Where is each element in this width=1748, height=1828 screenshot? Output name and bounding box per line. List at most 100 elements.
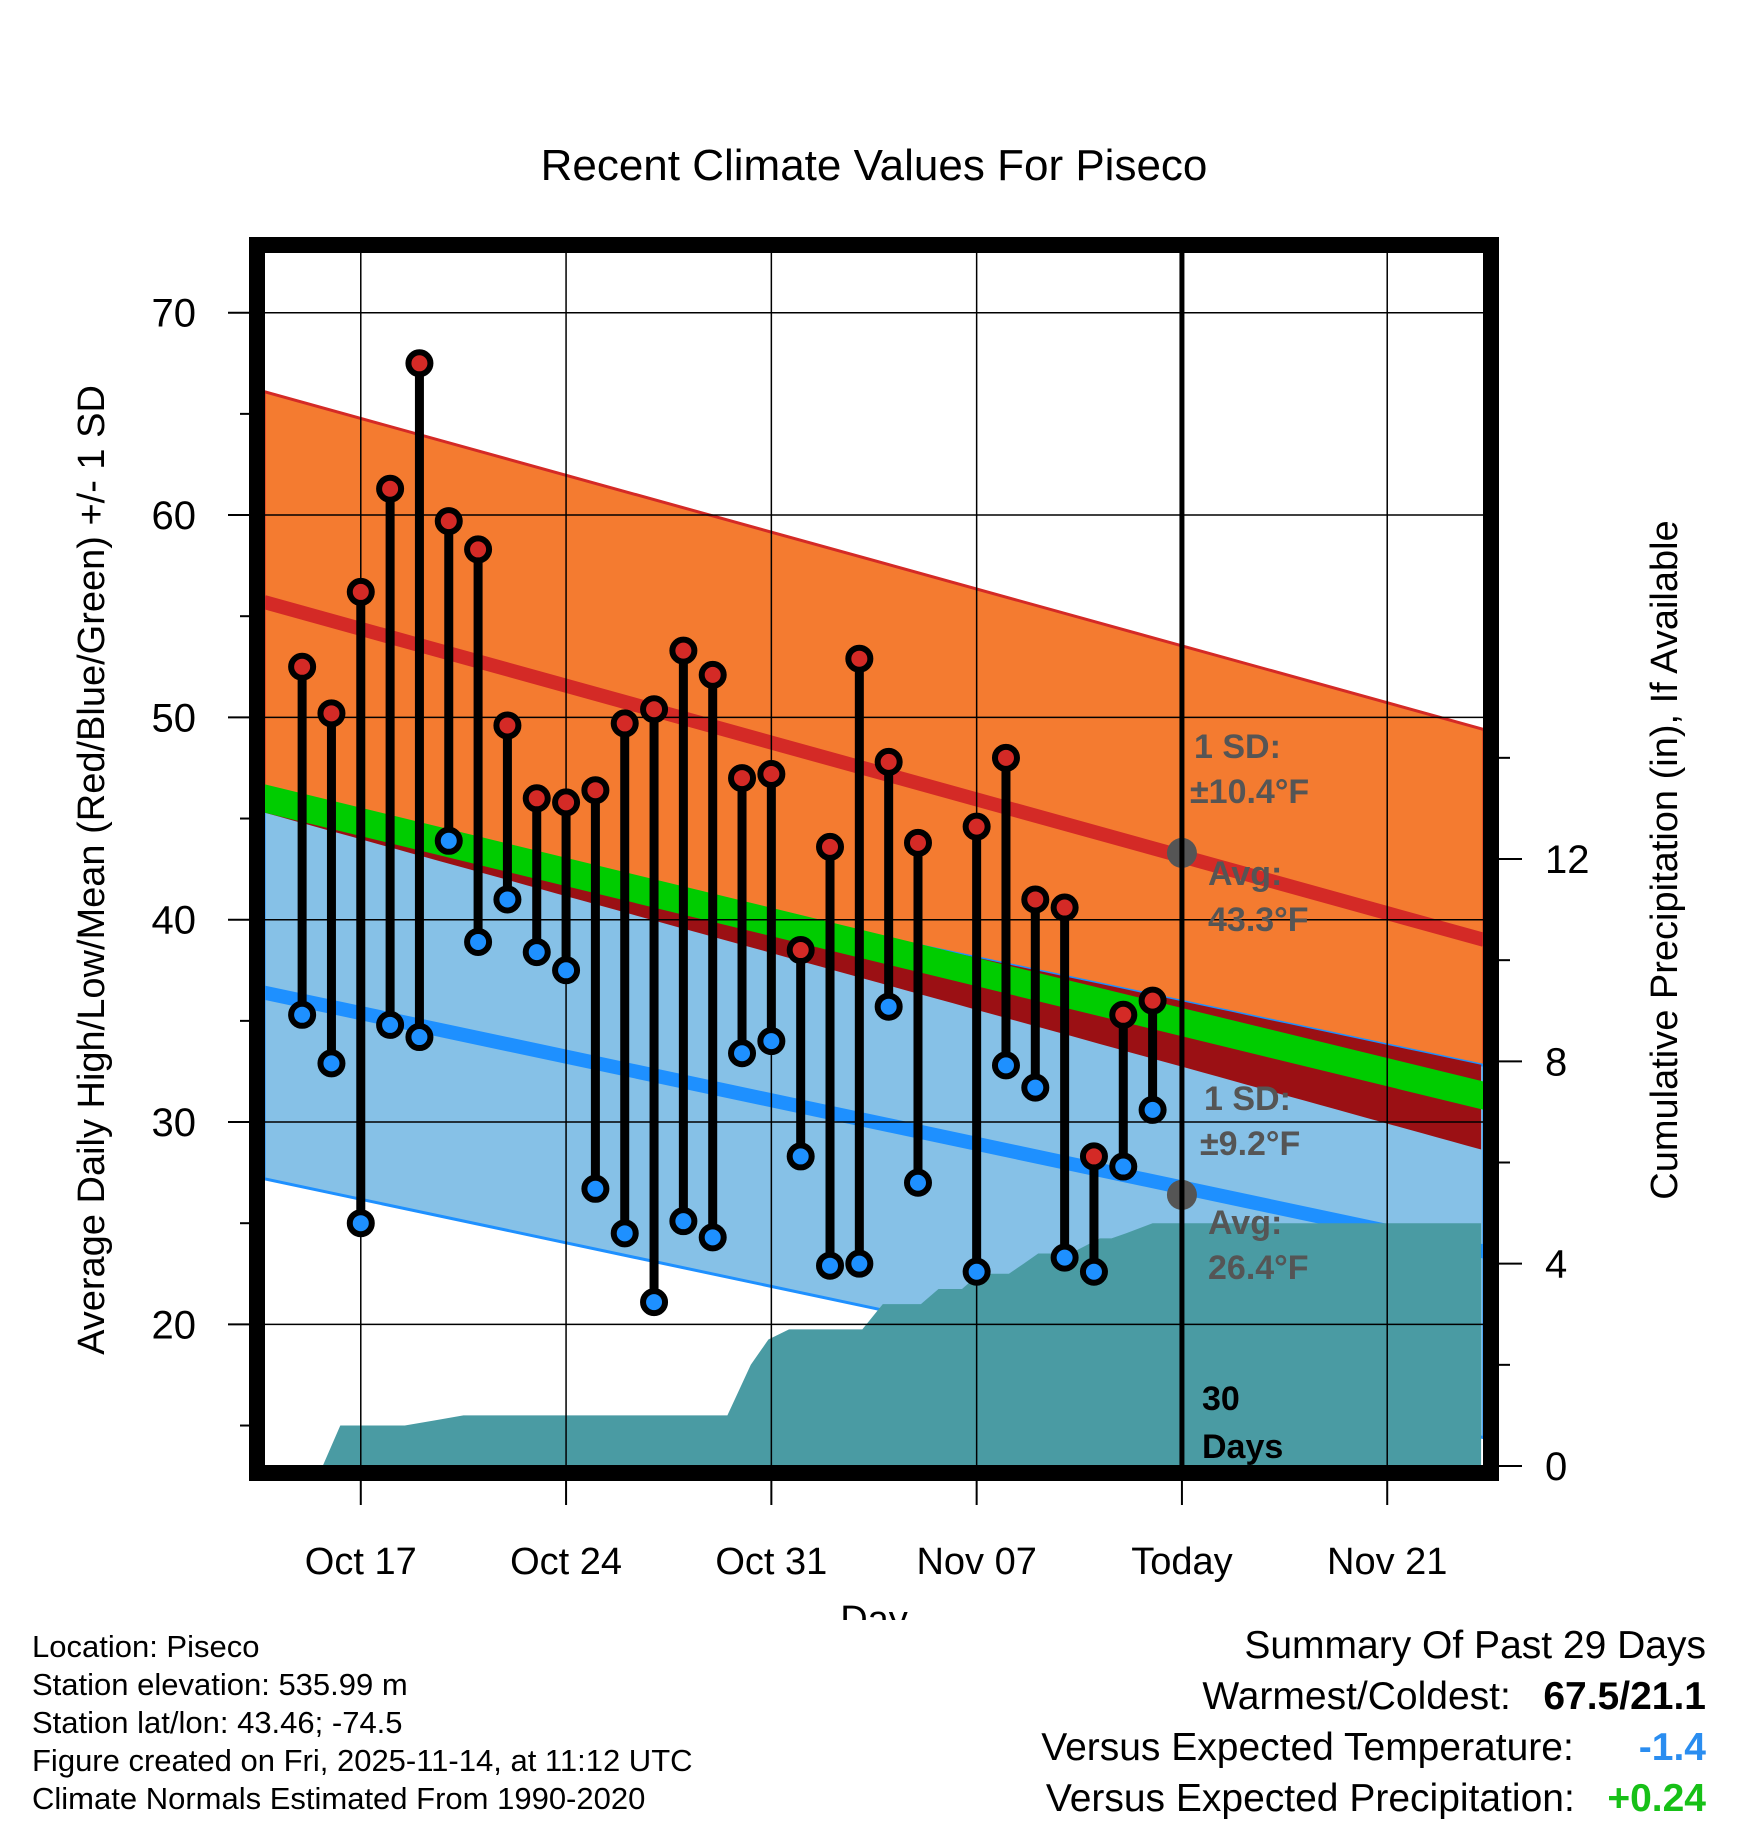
precipitation-area — [322, 1223, 1482, 1466]
y-tick-label: 40 — [152, 899, 197, 943]
temp-label: Versus Expected Temperature: — [1041, 1726, 1574, 1769]
precip-label: Versus Expected Precipitation: — [1045, 1777, 1575, 1820]
y-tick-label: 70 — [152, 292, 197, 336]
high-point — [405, 349, 434, 378]
summary-panel: Summary Of Past 29 Days Warmest/Coldest:… — [1041, 1620, 1706, 1824]
low-point — [581, 1174, 610, 1203]
high-avg-label: Avg: — [1208, 855, 1282, 893]
high-point — [434, 507, 463, 536]
high-sd-label: 1 SD: — [1194, 728, 1281, 766]
high-point — [376, 474, 405, 503]
low-point — [786, 1142, 815, 1171]
high-point — [816, 832, 845, 861]
x-tick-label: Oct 31 — [715, 1541, 827, 1583]
y2-tick-label: 0 — [1545, 1445, 1567, 1489]
y-axis-right: 0 4 8 12 — [1498, 756, 1590, 1489]
x-tick-label: Oct 17 — [305, 1541, 417, 1583]
y-axis-left: 20 30 40 50 60 70 — [152, 292, 250, 1427]
precipitation-cumulative — [322, 1223, 1482, 1466]
warm-cold-value: 67.5/21.1 — [1543, 1675, 1706, 1718]
low-point — [640, 1288, 669, 1317]
y-tick-label: 60 — [152, 494, 197, 538]
high-point — [522, 784, 551, 813]
high-point — [845, 644, 874, 673]
low-point — [903, 1168, 932, 1197]
high-point — [317, 699, 346, 728]
climate-chart: Recent Climate Values For Piseco 1 SD: ±… — [71, 141, 1686, 1620]
low-avg-value: 26.4°F — [1208, 1249, 1309, 1287]
low-point — [757, 1027, 786, 1056]
high-point — [903, 828, 932, 857]
low-point — [405, 1023, 434, 1052]
low-point — [346, 1209, 375, 1238]
low-point — [493, 885, 522, 914]
high-avg-value: 43.3°F — [1208, 901, 1309, 939]
high-point — [552, 788, 581, 817]
y-axis-label: Average Daily High/Low/Mean (Red/Blue/Gr… — [71, 385, 113, 1355]
x-axis: Oct 17 Oct 24 Oct 31 Nov 07 Today Nov 21 — [305, 1481, 1447, 1583]
low-sd-value: ±9.2°F — [1200, 1125, 1300, 1163]
high-point — [288, 652, 317, 681]
y-tick-label: 30 — [152, 1101, 197, 1145]
temp-value: -1.4 — [1638, 1726, 1706, 1769]
low-point — [962, 1257, 991, 1286]
low-point — [464, 927, 493, 956]
location-text: Location: Piseco — [32, 1629, 260, 1664]
precip-value: +0.24 — [1607, 1777, 1706, 1820]
low-point — [1079, 1257, 1108, 1286]
low-point — [317, 1049, 346, 1078]
y-tick-label: 50 — [152, 696, 197, 740]
low-point — [610, 1219, 639, 1248]
high-point — [464, 535, 493, 564]
low-point — [434, 826, 463, 855]
low-point — [522, 938, 551, 967]
high-point — [962, 812, 991, 841]
low-point — [1138, 1095, 1167, 1124]
x-tick-label: Nov 07 — [916, 1541, 1036, 1583]
low-point — [552, 956, 581, 985]
elevation-text: Station elevation: 535.99 m — [32, 1667, 408, 1702]
low-point — [845, 1249, 874, 1278]
low-point — [1109, 1152, 1138, 1181]
high-point — [493, 711, 522, 740]
y2-axis-label: Cumulative Precipitation (in), If Availa… — [1644, 520, 1686, 1199]
low-point — [728, 1039, 757, 1068]
high-point — [698, 660, 727, 689]
high-point — [610, 709, 639, 738]
low-point — [288, 1000, 317, 1029]
high-point — [346, 577, 375, 606]
low-point — [1021, 1073, 1050, 1102]
latlon-text: Station lat/lon: 43.46; -74.5 — [32, 1705, 403, 1740]
days-count: 30 — [1202, 1380, 1240, 1418]
x-tick-label: Nov 21 — [1327, 1541, 1447, 1583]
x-tick-label: Oct 24 — [510, 1541, 622, 1583]
high-point — [1050, 893, 1079, 922]
precip-row: Versus Expected Precipitation: +0.24 — [1041, 1773, 1706, 1824]
plot-frame — [249, 237, 1499, 1481]
y2-tick-label: 8 — [1545, 1040, 1567, 1084]
created-text: Figure created on Fri, 2025-11-14, at 11… — [32, 1743, 693, 1778]
y-tick-label: 20 — [152, 1303, 197, 1347]
high-point — [728, 764, 757, 793]
annotations: 1 SD: ±10.4°F Avg: 43.3°F 1 SD: ±9.2°F A… — [1190, 728, 1309, 1466]
low-point — [874, 992, 903, 1021]
low-point — [816, 1251, 845, 1280]
low-sd-label: 1 SD: — [1204, 1080, 1291, 1118]
daily-data — [288, 349, 1197, 1317]
high-point — [669, 636, 698, 665]
high-average-line — [264, 595, 1484, 947]
y2-tick-label: 12 — [1545, 838, 1590, 882]
low-avg-label: Avg: — [1208, 1204, 1282, 1242]
low-point — [1050, 1243, 1079, 1272]
high-point — [1021, 885, 1050, 914]
warm-cold-row: Warmest/Coldest: 67.5/21.1 — [1041, 1671, 1706, 1722]
low-point — [698, 1223, 727, 1252]
warm-cold-label: Warmest/Coldest: — [1202, 1675, 1511, 1718]
high-point — [640, 695, 669, 724]
chart-title: Recent Climate Values For Piseco — [541, 141, 1208, 190]
low-point — [669, 1207, 698, 1236]
low-point — [376, 1010, 405, 1039]
high-point — [1109, 1000, 1138, 1029]
high-sd-value: ±10.4°F — [1190, 773, 1309, 811]
station-info: Location: Piseco Station elevation: 535.… — [32, 1628, 693, 1818]
